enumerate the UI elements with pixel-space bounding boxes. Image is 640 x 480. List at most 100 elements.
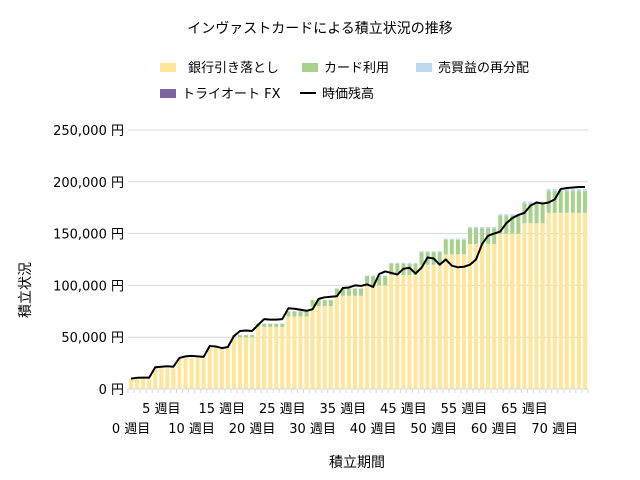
x-tick-label: 65 週目 (501, 402, 548, 417)
bar-segment (480, 243, 485, 389)
legend-label: 時価残高 (322, 86, 374, 102)
bar-segment (129, 378, 134, 389)
bar-segment (461, 238, 466, 240)
x-tick-label: 55 週目 (441, 402, 488, 417)
y-tick-label: 150,000 円 (53, 228, 124, 243)
x-tick-label: 20 週目 (229, 422, 276, 437)
x-tick-label: 70 週目 (531, 422, 578, 437)
bar-segment (389, 262, 394, 264)
bar-segment (552, 212, 557, 389)
bar-segment (298, 311, 303, 317)
bar-segment (286, 311, 291, 317)
bar-segment (534, 203, 539, 224)
bar-segment (316, 299, 321, 307)
bar-segment (389, 263, 394, 276)
bar-segment (183, 357, 188, 389)
bar-segment (467, 228, 472, 244)
bar-segment (564, 191, 569, 213)
bar-segment (504, 233, 509, 389)
bar-segment (280, 323, 285, 327)
legend-label: トライオート FX (182, 87, 281, 102)
bar-segment (268, 323, 273, 327)
y-axis-label: 積立状況 (18, 262, 34, 318)
bar-segment (510, 214, 515, 216)
bar-segment (582, 212, 587, 389)
bar-segment (292, 311, 297, 317)
bar-segment (377, 276, 382, 286)
bar-segment (582, 191, 587, 213)
bar-segment (292, 316, 297, 389)
value-line (130, 185, 585, 380)
bar-segment (207, 347, 212, 389)
bar-segment (401, 262, 406, 264)
bar-segment (195, 357, 200, 389)
bar-segment (346, 288, 351, 296)
bar-segment (280, 326, 285, 389)
bar-segment (334, 295, 339, 389)
bar-segment (449, 254, 454, 389)
bar-segment (467, 243, 472, 389)
bar-segment (371, 276, 376, 286)
bar-segment (407, 263, 412, 276)
bar-segment (383, 276, 388, 286)
bar-segment (322, 306, 327, 389)
bar-segment (365, 275, 370, 277)
bar-segment (256, 326, 261, 389)
bar-segment (419, 264, 424, 389)
bar-segment (395, 262, 400, 264)
bar-segment (359, 295, 364, 389)
bar-segment (413, 262, 418, 264)
bar-segment (328, 306, 333, 389)
y-tick-label: 200,000 円 (53, 176, 124, 191)
bar-segment (558, 212, 563, 389)
bar-segment (576, 189, 581, 192)
bar-segment (135, 378, 140, 389)
y-tick-label: 250,000 円 (53, 124, 124, 139)
bar-segment (322, 299, 327, 307)
bar-segment (431, 264, 436, 389)
x-tick-label: 15 週目 (198, 402, 245, 417)
bar-segment (419, 252, 424, 265)
bar-segment (528, 203, 533, 224)
bar-segment (570, 191, 575, 213)
bar-segment (540, 203, 545, 224)
bar-segment (449, 239, 454, 255)
x-tick-label: 5 週目 (142, 402, 180, 417)
bar-segment (159, 368, 164, 389)
bar-segment (141, 378, 146, 389)
bar-segment (352, 295, 357, 389)
bar-segment (334, 288, 339, 296)
bar-segment (474, 226, 479, 229)
bar-segment (371, 285, 376, 389)
bar-segment (310, 306, 315, 389)
bar-segment (443, 238, 448, 240)
x-tick-label: 10 週目 (168, 422, 215, 437)
bar-segment (474, 243, 479, 389)
x-tick-label: 60 週目 (471, 422, 518, 437)
bar-segment (570, 212, 575, 389)
bar-segment (340, 295, 345, 389)
bar-segment (504, 214, 509, 216)
bar-segment (492, 228, 497, 244)
bar-segment (177, 357, 182, 389)
bar-segment (213, 347, 218, 389)
bar-segment (340, 288, 345, 296)
bar-segment (262, 323, 267, 327)
legend-label: 銀行引き落とし (188, 61, 279, 76)
bar-segment (328, 299, 333, 307)
bar-segment (407, 262, 412, 264)
y-tick-label: 0 円 (99, 383, 124, 398)
bar-segment (298, 316, 303, 389)
bar-segment (316, 306, 321, 389)
bar-segment (413, 263, 418, 276)
bar-segment (510, 215, 515, 234)
bar-segment (425, 264, 430, 389)
bar-segment (147, 378, 152, 389)
bar-segment (534, 223, 539, 389)
bar-segment (237, 335, 242, 338)
bar-segment (274, 326, 279, 389)
bar-segment (395, 263, 400, 276)
bar-segment (455, 238, 460, 240)
bar-segment (383, 275, 388, 277)
